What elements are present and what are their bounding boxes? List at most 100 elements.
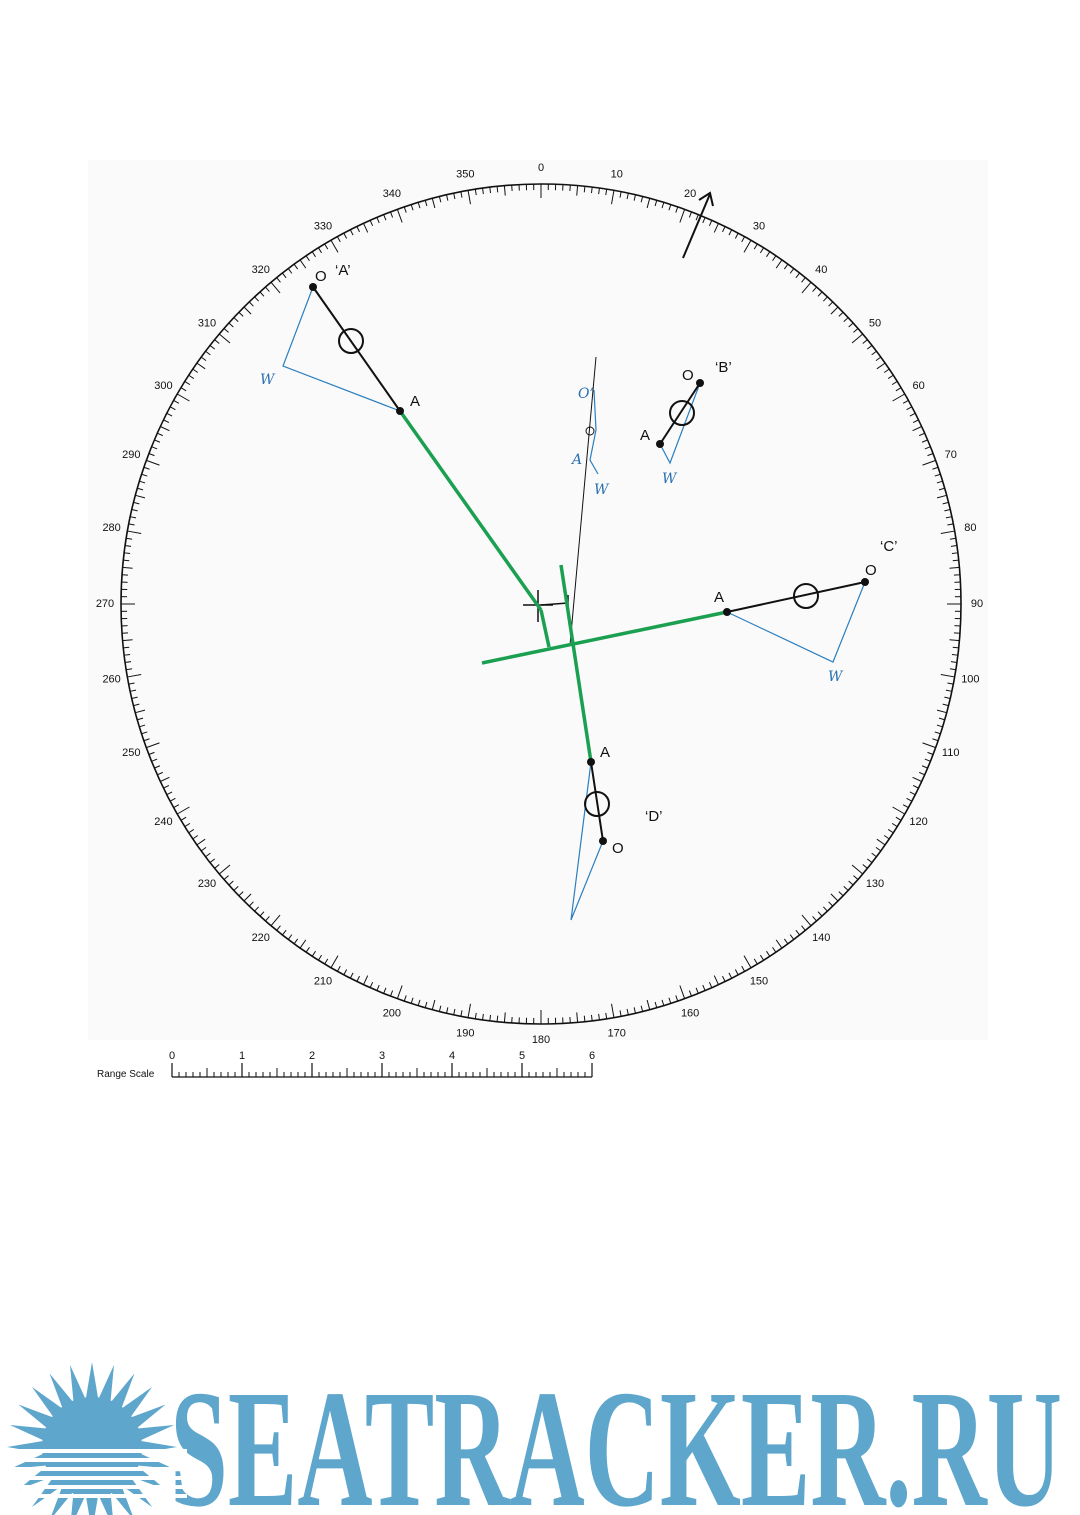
dial-tick — [936, 724, 943, 728]
bearing-label: 160 — [681, 1008, 699, 1020]
dial-tick — [646, 198, 651, 209]
dial-tick — [851, 333, 864, 344]
dial-tick — [843, 317, 849, 323]
logo-wave — [0, 1458, 187, 1462]
dial-tick — [812, 916, 817, 922]
dial-tick — [166, 412, 173, 417]
dial-tick — [875, 846, 882, 852]
dial-tick — [783, 263, 789, 270]
dial-tick — [801, 925, 806, 931]
target-origin-label: O — [682, 367, 694, 384]
dial-tick — [936, 480, 943, 484]
dial-tick — [131, 696, 138, 699]
dial-tick — [482, 188, 484, 195]
dial-tick — [947, 523, 954, 526]
dial-tick — [173, 804, 180, 809]
dial-tick — [862, 339, 868, 344]
dial-tick — [157, 771, 163, 776]
dial-tick — [743, 955, 752, 968]
dial-tick — [766, 950, 771, 957]
dial-tick — [318, 247, 323, 254]
dial-tick — [801, 277, 806, 283]
bearing-label: 80 — [964, 522, 976, 534]
dial-tick — [453, 1008, 456, 1015]
dial-tick — [160, 776, 170, 782]
dial-tick — [474, 189, 477, 196]
bearing-dial: 0 10 20 30 40 50 60 70 80 90 100 110 120 130 140 150 160… — [96, 162, 983, 1046]
dial-tick — [265, 916, 270, 922]
dial-tick — [795, 272, 800, 279]
dial-tick — [356, 226, 360, 233]
dial-tick — [148, 453, 155, 457]
dial-tick — [196, 838, 206, 846]
target-advance-label: A — [714, 589, 724, 606]
dial-tick — [438, 196, 442, 203]
dial-tick — [363, 223, 369, 233]
dial-tick — [949, 639, 960, 642]
target-origin-label: O — [865, 562, 877, 579]
dial-tick — [921, 765, 928, 769]
dial-tick — [311, 950, 316, 957]
dial-tick — [848, 322, 854, 328]
dial-tick — [369, 220, 374, 226]
dial-tick — [126, 668, 133, 671]
dial-tick — [214, 339, 220, 344]
bearing-label: 220 — [252, 932, 270, 944]
dial-tick — [349, 972, 354, 979]
target-wind-label: W — [662, 471, 678, 487]
dial-tick — [160, 426, 170, 432]
dial-tick — [654, 200, 658, 207]
bearing-label: 150 — [750, 975, 768, 987]
dial-tick — [590, 187, 593, 194]
dial-tick — [932, 738, 939, 742]
dial-tick — [192, 835, 199, 840]
dial-tick — [163, 419, 170, 423]
dial-tick — [173, 399, 180, 404]
target-origin-label: O — [315, 268, 327, 285]
dial-tick — [822, 296, 828, 302]
dial-tick — [126, 537, 133, 540]
dial-tick — [124, 653, 131, 656]
dial-tick — [940, 674, 955, 678]
dial-tick — [912, 785, 919, 789]
bearing-label: 120 — [909, 816, 927, 828]
dial-tick — [496, 1015, 499, 1022]
bearing-label: 320 — [252, 264, 270, 276]
bearing-label: 170 — [608, 1027, 626, 1039]
bearing-label: 310 — [198, 318, 216, 330]
range-label: 5 — [519, 1050, 525, 1062]
bearing-label: 350 — [456, 169, 474, 181]
bearing-label: 180 — [532, 1034, 550, 1046]
bearing-label: 110 — [942, 747, 960, 759]
dial-tick — [866, 858, 873, 863]
range-scale: Range Scale 0 1 2 3 4 5 6 — [97, 1050, 595, 1080]
dial-tick — [128, 523, 135, 526]
dial-tick — [590, 1014, 593, 1021]
dial-tick — [640, 196, 644, 203]
dial-tick — [728, 972, 733, 979]
dial-tick — [146, 459, 160, 466]
dial-tick — [945, 689, 952, 692]
dial-tick — [895, 387, 902, 392]
range-label: 1 — [239, 1050, 245, 1062]
dial-tick — [695, 214, 699, 221]
target-name: ‘D’ — [645, 808, 663, 825]
dial-tick — [128, 682, 135, 685]
dial-tick — [838, 891, 844, 897]
dial-tick — [822, 906, 828, 912]
target-advance-label: A — [410, 393, 420, 410]
bearing-label: 290 — [122, 449, 140, 461]
dial-tick — [139, 724, 146, 728]
dial-tick — [209, 345, 216, 350]
dial-tick — [906, 406, 913, 411]
logo-wave — [0, 1467, 187, 1471]
dial-tick — [287, 934, 293, 940]
dial-tick — [853, 875, 859, 880]
dial-tick — [228, 322, 234, 328]
dial-tick — [238, 891, 244, 897]
dial-tick — [496, 186, 499, 193]
dial-tick — [135, 494, 146, 499]
logo-wave — [0, 1449, 187, 1453]
target-c: O ‘C’ A W — [714, 538, 898, 685]
dial-tick — [122, 639, 133, 642]
